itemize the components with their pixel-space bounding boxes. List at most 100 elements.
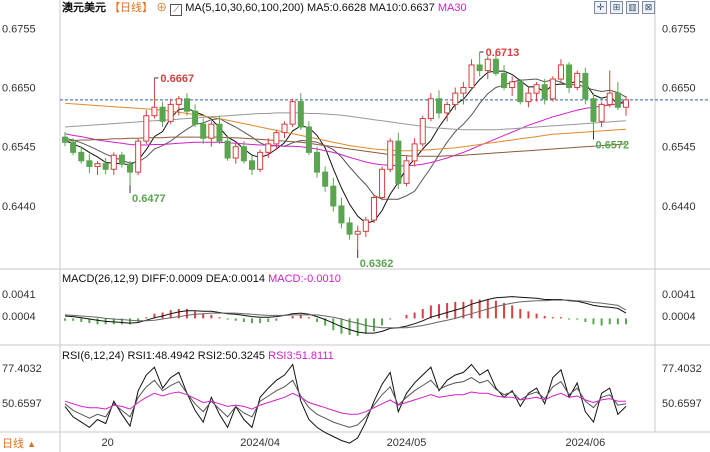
candle-down	[61, 136, 69, 143]
crosshair-icon[interactable]: ✛	[594, 1, 607, 14]
candle-down	[216, 123, 223, 142]
axis-layer: 0.6755 0.6755 0.6650 0.6650 0.6545 0.6545 0.64…	[2, 23, 702, 449]
macd-y-tick-right: 0.0004	[662, 311, 696, 323]
ma60-line	[64, 102, 627, 152]
macd-dif-line	[64, 296, 627, 334]
candle-up	[175, 98, 182, 105]
candle-down	[322, 171, 329, 187]
candle-up	[281, 123, 288, 134]
candle-down	[346, 222, 353, 235]
annotation-label: 0.6477	[132, 193, 166, 205]
candle-down	[200, 123, 207, 139]
candle-down	[330, 185, 337, 207]
candle-up	[419, 118, 426, 145]
x-tick-label: 2024/05	[387, 437, 427, 449]
layout-icon[interactable]: ▥	[626, 1, 639, 14]
candle-down	[102, 163, 109, 170]
candle-up	[362, 219, 369, 232]
candle-down	[240, 146, 247, 162]
candle-up	[151, 106, 158, 117]
candle-down	[582, 72, 589, 100]
candle-down	[118, 154, 125, 165]
rsi-params-label: RSI(6,12,24)	[62, 350, 125, 362]
candle-down	[78, 151, 85, 162]
candle-down	[492, 58, 499, 74]
rsi1-line	[64, 363, 627, 444]
annotation-layer: 0.6667 0.6477 0.6362 0.6713 0.6572	[129, 47, 629, 270]
zoom-fit-icon[interactable]: ⊞	[610, 1, 623, 14]
ma30-line	[64, 102, 627, 167]
candle-down	[541, 84, 548, 100]
close-panel-icon[interactable]: ⊠	[642, 1, 655, 14]
add-icon[interactable]: ⊕	[156, 2, 168, 14]
ma10-line	[64, 78, 627, 200]
candle-down	[248, 160, 256, 170]
candle-up	[143, 115, 150, 142]
ma30-value: MA30	[437, 2, 467, 14]
y-tick-left: 0.6755	[2, 23, 36, 35]
candle-up	[411, 143, 418, 162]
candle-down	[86, 160, 93, 167]
rsi3-value: RSI3:51.8111	[268, 350, 334, 362]
rsi-layer	[64, 363, 627, 444]
candle-down	[183, 98, 190, 112]
annotation-label: 0.6572	[595, 140, 629, 152]
candle-up	[460, 87, 467, 94]
candle-up	[403, 160, 410, 184]
y-tick-left: 0.6440	[2, 201, 36, 213]
annotation-label: 0.6667	[160, 73, 194, 85]
candle-up	[598, 103, 605, 122]
triangle-up-icon: ▲	[27, 439, 36, 449]
ma200-line	[64, 112, 627, 131]
x-tick-label: 2024/04	[240, 437, 280, 449]
candle-down	[314, 151, 321, 173]
y-tick-right: 0.6755	[662, 23, 696, 35]
x-tick-label: 20	[102, 437, 114, 449]
ma10-value: MA10:0.6637	[369, 2, 435, 14]
candle-up	[452, 92, 459, 105]
candle-up	[525, 92, 532, 103]
period-label[interactable]: 【日线】	[109, 2, 154, 14]
candle-down	[395, 140, 402, 184]
rsi1-value: RSI1:48.4942	[127, 350, 195, 362]
macd-dea-value: DEA:0.0014	[205, 273, 266, 285]
candle-up	[484, 58, 491, 72]
rsi-y-tick-left: 50.6597	[2, 398, 42, 410]
candle-down	[70, 141, 77, 153]
footer-period-selector[interactable]: 日线 ▲	[2, 437, 36, 451]
candle-up	[509, 81, 516, 89]
candle-up	[273, 132, 280, 145]
candle-down	[476, 64, 483, 72]
candle-up	[354, 230, 361, 235]
annotation-label: 0.6713	[486, 47, 520, 59]
macd-y-tick-right: 0.0041	[662, 289, 696, 301]
rsi-y-tick-left: 77.4032	[2, 363, 42, 375]
candles-layer	[61, 51, 630, 250]
candle-up	[135, 140, 142, 173]
macd-params-label: MACD(26,12,9)	[62, 273, 139, 285]
rsi2-line	[64, 377, 627, 428]
candle-up	[257, 151, 264, 170]
candle-down	[338, 205, 345, 224]
macd-dea-line	[64, 299, 627, 329]
candle-up	[549, 78, 556, 100]
macd-header: MACD(26,12,9) DIFF:0.0009 DEA:0.0014 MAC…	[62, 272, 341, 286]
ma-lines-layer	[64, 70, 627, 224]
ma5-value: MA5:0.6628	[306, 2, 367, 14]
candle-up	[167, 103, 174, 122]
ma-settings-icon[interactable]: ⟋	[170, 4, 183, 16]
candle-up	[622, 99, 630, 108]
y-tick-right: 0.6650	[662, 83, 696, 95]
candle-up	[468, 64, 475, 89]
macd-diff-value: DIFF:0.0009	[141, 273, 203, 285]
candle-up	[370, 196, 377, 221]
candle-up	[94, 163, 101, 167]
main-header: 澳元美元 【日线】 ⊕ ⟋ MA(5,10,30,60,100,200) MA5…	[62, 1, 467, 16]
ma5-line	[64, 70, 627, 224]
candle-up	[289, 101, 296, 125]
candle-up	[110, 154, 117, 170]
candle-up	[574, 72, 581, 89]
y-tick-left: 0.6545	[2, 142, 36, 154]
